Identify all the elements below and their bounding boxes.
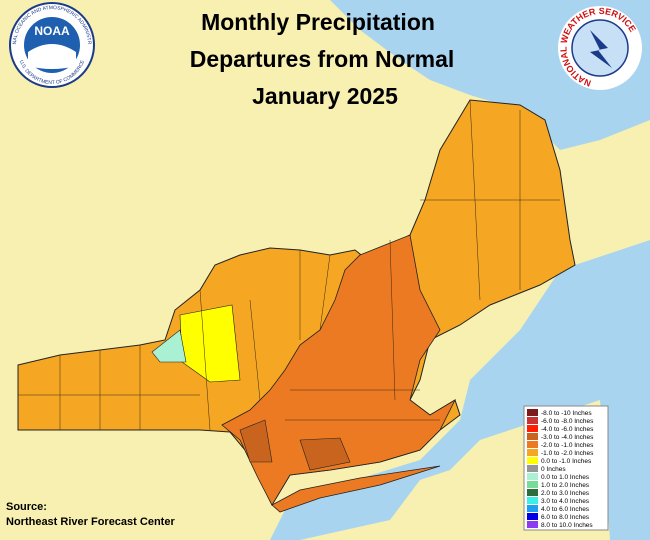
- wet-area: [151, 329, 187, 363]
- legend-swatch: [527, 505, 538, 512]
- dry-area: [239, 419, 273, 463]
- legend-label: 4.0 to 6.0 Inches: [541, 506, 590, 513]
- source-label: Source:: [6, 501, 47, 513]
- legend-swatch: [527, 473, 538, 480]
- title: January 2025: [252, 83, 398, 109]
- legend-swatch: [527, 425, 538, 432]
- nws-logo: NATIONAL WEATHER SERVICE: [558, 6, 642, 90]
- dry-area: [299, 437, 351, 471]
- source-text: Northeast River Forecast Center: [6, 516, 175, 528]
- legend-label: -6.0 to -8.0 Inches: [541, 418, 594, 425]
- county-lines: [18, 99, 560, 431]
- drier-area: [221, 234, 456, 506]
- legend-label: 0 Inches: [541, 466, 566, 473]
- legend-swatch: [527, 497, 538, 504]
- legend-swatch: [527, 449, 538, 456]
- legend-label: 8.0 to 10.0 Inches: [541, 522, 593, 529]
- legend-swatch: [527, 465, 538, 472]
- legend-label: -2.0 to -1.0 Inches: [541, 442, 594, 449]
- legend-swatch: [527, 417, 538, 424]
- ocean-water: [270, 240, 650, 540]
- logo-text: NOAA: [34, 24, 70, 38]
- legend-label: 1.0 to 2.0 Inches: [541, 482, 590, 489]
- legend-swatch: [527, 481, 538, 488]
- legend-label: -3.0 to -4.0 Inches: [541, 434, 594, 441]
- title: Monthly Precipitation: [201, 9, 435, 35]
- legend-swatch: [527, 489, 538, 496]
- legend-label: 3.0 to 4.0 Inches: [541, 498, 590, 505]
- long-island: [271, 465, 441, 513]
- legend-label: -1.0 to -2.0 Inches: [541, 450, 594, 457]
- legend-swatch: [527, 409, 538, 416]
- legend-swatch: [527, 457, 538, 464]
- legend-label: 0.0 to -1.0 Inches: [541, 458, 592, 465]
- legend-swatch: [527, 433, 538, 440]
- legend-label: 2.0 to 3.0 Inches: [541, 490, 590, 497]
- legend-label: -8.0 to -10 Inches: [541, 410, 592, 417]
- legend-label: 0.0 to 1.0 Inches: [541, 474, 590, 481]
- legend: -8.0 to -10 Inches-6.0 to -8.0 Inches-4.…: [523, 405, 609, 531]
- legend-swatch: [527, 521, 538, 528]
- legend-swatch: [527, 441, 538, 448]
- legend-swatch: [527, 513, 538, 520]
- legend-label: -4.0 to -6.0 Inches: [541, 426, 594, 433]
- title: Departures from Normal: [190, 46, 455, 72]
- legend-label: 6.0 to 8.0 Inches: [541, 514, 590, 521]
